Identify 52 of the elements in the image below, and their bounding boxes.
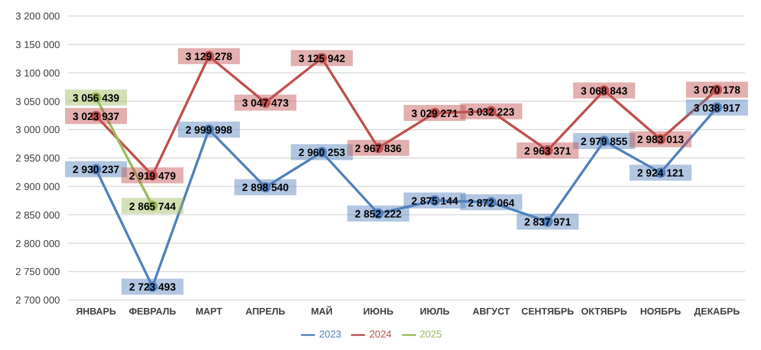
x-tick-label: СЕНТЯБРЬ bbox=[521, 306, 574, 318]
data-label: 2 960 253 bbox=[298, 147, 346, 160]
data-label: 3 070 178 bbox=[694, 84, 741, 97]
data-label: 3 125 942 bbox=[298, 53, 346, 66]
x-tick-label: МАЙ bbox=[311, 306, 333, 318]
y-tick-label: 3 150 000 bbox=[16, 40, 60, 51]
x-tick-label: МАРТ bbox=[196, 306, 222, 318]
data-label: 3 047 473 bbox=[242, 98, 289, 110]
data-label: 2 924 121 bbox=[637, 168, 684, 180]
y-tick-label: 3 000 000 bbox=[16, 125, 60, 136]
x-tick-label: НОЯБРЬ bbox=[640, 306, 682, 318]
y-tick-label: 2 700 000 bbox=[16, 296, 60, 307]
data-label: 2 875 144 bbox=[411, 196, 458, 208]
y-tick-label: 2 900 000 bbox=[16, 182, 60, 193]
data-label: 2 865 744 bbox=[129, 200, 176, 213]
data-label: 2 930 237 bbox=[72, 164, 120, 176]
data-label: 2 983 013 bbox=[637, 134, 684, 146]
data-label: 3 032 223 bbox=[468, 106, 515, 118]
x-tick-label: АВГУСТ bbox=[472, 306, 510, 318]
legend-label: 2025 bbox=[420, 330, 442, 341]
legend-label: 2023 bbox=[319, 330, 342, 341]
x-tick-label: ОКТЯБРЬ bbox=[581, 306, 628, 318]
x-tick-label: ЯНВАРЬ bbox=[76, 306, 116, 318]
x-tick-label: ФЕВРАЛЬ bbox=[128, 306, 176, 318]
data-label: 3 038 917 bbox=[694, 102, 741, 114]
x-tick-label: ИЮНЬ bbox=[363, 306, 394, 318]
x-tick-label: ИЮЛЬ bbox=[420, 306, 450, 318]
data-label: 2 999 998 bbox=[186, 124, 232, 137]
y-tick-label: 3 100 000 bbox=[16, 68, 60, 80]
y-tick-label: 3 200 000 bbox=[16, 12, 60, 23]
data-label: 2 967 836 bbox=[354, 142, 402, 155]
data-label: 2 852 222 bbox=[354, 208, 402, 221]
y-tick-label: 2 750 000 bbox=[16, 267, 60, 278]
data-label: 2 837 971 bbox=[524, 216, 572, 229]
data-label: 3 056 439 bbox=[72, 92, 120, 105]
data-label: 2 979 855 bbox=[580, 136, 628, 148]
data-label: 3 023 937 bbox=[72, 111, 120, 124]
data-label: 3 129 278 bbox=[186, 51, 232, 64]
x-tick-label: ДЕКАБРЬ bbox=[694, 306, 740, 318]
y-tick-label: 2 950 000 bbox=[16, 154, 60, 165]
data-label: 2 919 479 bbox=[129, 170, 176, 182]
data-label: 2 963 371 bbox=[524, 145, 572, 158]
y-tick-label: 2 800 000 bbox=[16, 238, 60, 250]
data-label: 2 723 493 bbox=[129, 282, 176, 294]
data-label: 3 029 271 bbox=[411, 108, 458, 120]
legend-label: 2024 bbox=[369, 330, 392, 341]
y-tick-label: 3 050 000 bbox=[16, 96, 60, 108]
data-label: 2 898 540 bbox=[242, 182, 289, 194]
data-label: 3 068 843 bbox=[580, 85, 628, 98]
y-tick-label: 2 850 000 bbox=[16, 210, 60, 222]
x-tick-label: АПРЕЛЬ bbox=[245, 306, 286, 318]
data-label: 2 872 064 bbox=[468, 197, 515, 210]
